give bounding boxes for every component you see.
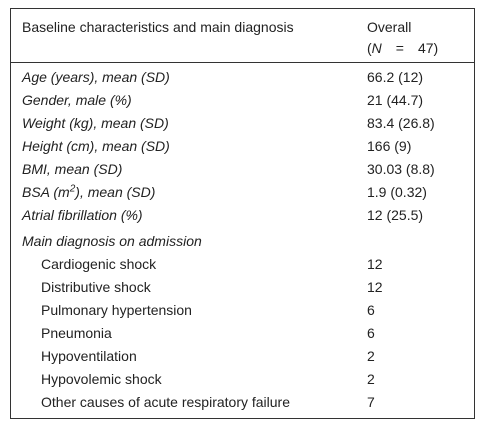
row-value: 2 [367,348,375,364]
row-label: BMI, mean (SD) [22,161,123,177]
row-label: Atrial fibrillation (%) [22,207,143,223]
text: N [371,40,382,56]
row-value: 21 (44.7) [367,92,424,108]
text: ( [367,40,372,56]
row-label: Weight (kg), mean (SD) [22,115,169,131]
row-value: 2 [367,371,375,387]
table-border [10,8,475,419]
header-col1: Baseline characteristics and main diagno… [22,19,294,35]
row-value: 30.03 (8.8) [367,161,435,177]
row-value: 12 [367,256,383,272]
row-label: Other causes of acute respiratory failur… [41,394,291,410]
row-value: 83.4 (26.8) [367,115,435,131]
row-label: Distributive shock [41,279,151,295]
text: 2 [69,183,76,195]
row-value: 12 [367,279,383,295]
row-value: 12 (25.5) [367,207,424,223]
row-value: 6 [367,325,375,341]
text: = [395,40,404,56]
row-value: 6 [367,302,375,318]
header-col2-n: (N = 47) [367,39,438,57]
row-label: Cardiogenic shock [41,256,157,272]
row-label: Pulmonary hypertension [41,302,192,318]
row-label: BSA (m2), mean (SD) [22,183,155,201]
row-label: Height (cm), mean (SD) [22,138,170,154]
row-label: Hypoventilation [41,348,137,364]
row-value: 7 [367,394,375,410]
row-value: 1.9 (0.32) [367,184,427,200]
row-label: Pneumonia [41,325,112,341]
header-rule [10,62,475,63]
text: 47) [417,40,439,56]
section-title: Main diagnosis on admission [22,233,202,249]
text: ), mean (SD) [75,184,156,200]
row-label: Hypovolemic shock [41,371,162,387]
row-value: 66.2 (12) [367,69,424,85]
text: BSA (m [22,184,70,200]
header-col2: Overall [367,19,412,35]
row-label: Age (years), mean (SD) [22,69,170,85]
row-label: Gender, male (%) [22,92,132,108]
row-value: 166 (9) [367,138,412,154]
